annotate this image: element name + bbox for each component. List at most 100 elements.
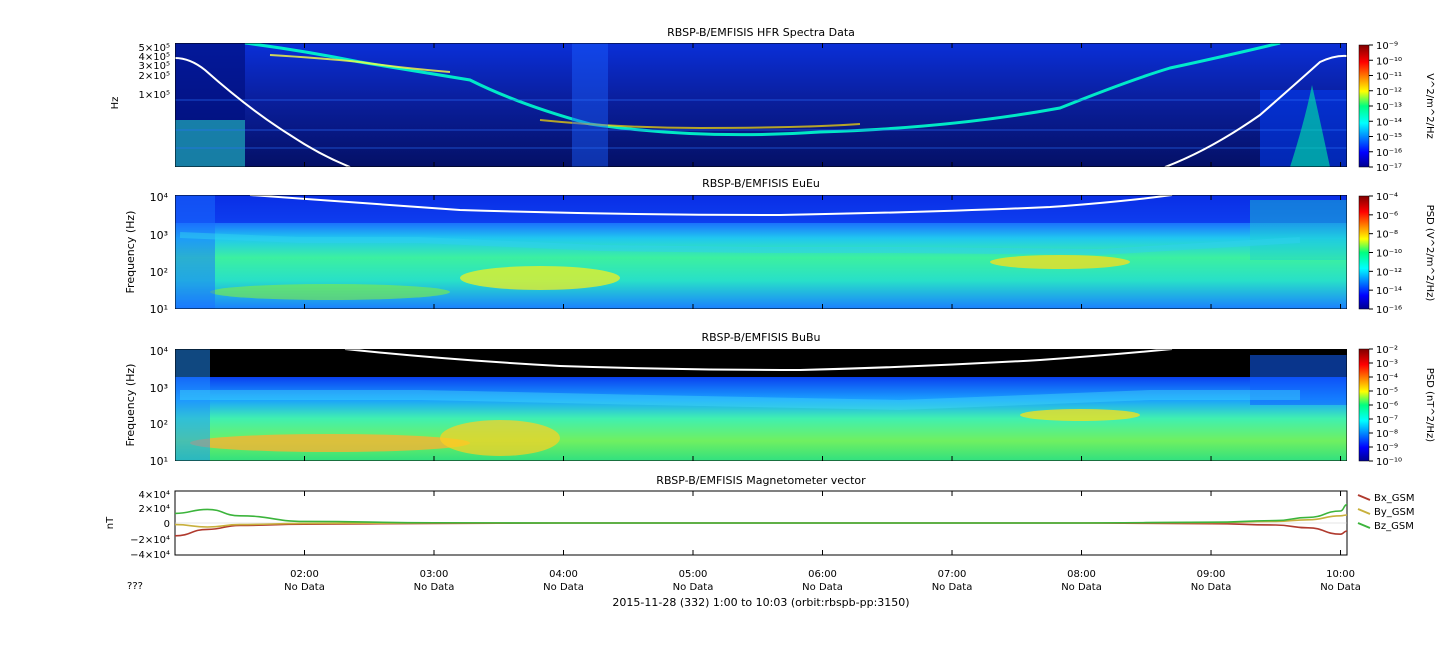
colorbar-tick-label: 10⁻¹² (1376, 267, 1402, 278)
x-tick-sublabel: No Data (1061, 582, 1102, 593)
eueu-cbar-label: PSD (V^2/m^2/Hz) (1424, 205, 1435, 302)
eueu-title: RBSP-B/EMFISIS EuEu (702, 177, 820, 190)
eueu-y-axis: 10⁴ 10³ 10² 10¹ Frequency (Hz) (124, 191, 169, 316)
colorbar-tick-label: 10⁻¹⁶ (1376, 148, 1402, 159)
colorbar-tick-label: 10⁻⁷ (1376, 415, 1398, 426)
y-tick-label: 4×10⁴ (139, 490, 170, 501)
y-tick-label: 2×10⁴ (139, 504, 170, 515)
colorbar-tick-label: 10⁻¹⁰ (1376, 249, 1402, 260)
colorbar-gradient (1358, 44, 1370, 168)
y-tick-label: 10² (150, 266, 168, 279)
hfr-ylabel: Hz (110, 97, 121, 110)
colorbar-tick-label: 10⁻⁴ (1376, 373, 1398, 384)
legend-label: Bz_GSM (1374, 521, 1414, 532)
colorbar-tick-label: 10⁻⁹ (1376, 443, 1398, 454)
hfr-panel: RBSP-B/EMFISIS HFR Spectra Data 5×10⁵ 4×… (110, 26, 1435, 174)
eueu-ylabel: Frequency (Hz) (124, 211, 137, 294)
bubu-title: RBSP-B/EMFISIS BuBu (702, 331, 821, 344)
y-tick-label: −2×10⁴ (130, 535, 170, 546)
y-tick-label: 0 (164, 519, 170, 530)
colorbar-tick-label: 10⁻⁸ (1376, 230, 1398, 241)
bubu-cbar-label: PSD (nT^2/Hz) (1424, 368, 1435, 442)
bubu-colorbar: 10⁻² 10⁻³ 10⁻⁴ 10⁻⁵ 10⁻⁶ 10⁻⁷ 10⁻⁸ 10⁻⁹ 10⁻¹⁰ PS… (1358, 345, 1435, 468)
x-tick-sublabel: No Data (932, 582, 973, 593)
colorbar-tick-label: 10⁻¹¹ (1376, 72, 1402, 83)
eueu-colorbar: 10⁻⁴ 10⁻⁶ 10⁻⁸ 10⁻¹⁰ 10⁻¹² 10⁻¹⁴ 10⁻¹⁶ PSD (V^… (1358, 192, 1435, 316)
x-tick-label: 07:00 (938, 569, 967, 580)
y-tick-label: 10¹ (150, 303, 168, 316)
y-tick-label: 10⁴ (150, 191, 169, 204)
colorbar-tick-label: 10⁻¹⁰ (1376, 56, 1402, 67)
colorbar-tick-label: 10⁻¹³ (1376, 102, 1402, 113)
series-line-bz_gsm (174, 503, 1348, 524)
colorbar-tick-label: 10⁻¹⁴ (1376, 286, 1402, 297)
legend-label: By_GSM (1374, 507, 1415, 518)
colorbar-tick-label: 10⁻¹⁵ (1376, 133, 1402, 144)
x-tick-label: 09:00 (1197, 569, 1226, 580)
colorbar-gradient (1358, 195, 1370, 310)
mag-y-axis: 4×10⁴ 2×10⁴ 0 −2×10⁴ −4×10⁴ nT (105, 490, 170, 561)
hfr-spectrogram (175, 43, 1347, 167)
y-tick-label: 10³ (150, 382, 168, 395)
y-tick-label: 2×10⁵ (139, 71, 170, 82)
eueu-panel: RBSP-B/EMFISIS EuEu 10⁴ 10³ 10² 10¹ Freq… (124, 177, 1435, 316)
colorbar-tick-label: 10⁻¹⁴ (1376, 117, 1402, 128)
mag-legend: Bx_GSM By_GSM Bz_GSM (1357, 493, 1415, 532)
y-tick-label: 1×10⁵ (139, 90, 170, 101)
eueu-spectrogram (175, 195, 1347, 309)
bubu-ylabel: Frequency (Hz) (124, 364, 137, 447)
time-axis: 02:00 No Data 03:00 No Data 04:00 No Data 05:0… (284, 43, 1361, 593)
x-tick-sublabel: No Data (543, 582, 584, 593)
colorbar-tick-label: 10⁻² (1376, 345, 1398, 356)
x-tick-label: 10:00 (1326, 569, 1355, 580)
colorbar-gradient (1358, 348, 1370, 462)
legend-swatch (1357, 494, 1371, 501)
x-tick-sublabel: No Data (1191, 582, 1232, 593)
colorbar-tick-label: 10⁻¹² (1376, 87, 1402, 98)
x-tick-sublabel: No Data (414, 582, 455, 593)
bubu-spectrogram (175, 349, 1347, 461)
y-tick-label: 5×10⁵ (139, 43, 170, 54)
x-row-label: ??? (127, 581, 143, 592)
x-tick-label: 04:00 (549, 569, 578, 580)
x-tick-sublabel: No Data (673, 582, 714, 593)
hfr-colorbar: 10⁻⁹ 10⁻¹⁰ 10⁻¹¹ 10⁻¹² 10⁻¹³ 10⁻¹⁴ 10⁻¹⁵ 10⁻¹⁶ 1… (1358, 41, 1435, 174)
y-tick-label: 4×10⁵ (139, 52, 170, 63)
colorbar-tick-label: 10⁻¹⁶ (1376, 305, 1402, 316)
legend-swatch (1357, 508, 1371, 515)
mag-panel: RBSP-B/EMFISIS Magnetometer vector 4×10⁴… (105, 474, 1415, 561)
y-tick-label: 10⁴ (150, 345, 169, 358)
x-tick-sublabel: No Data (284, 582, 325, 593)
colorbar-tick-label: 10⁻⁵ (1376, 387, 1398, 398)
colorbar-tick-label: 10⁻⁸ (1376, 429, 1398, 440)
x-tick-label: 02:00 (290, 569, 319, 580)
hfr-y-axis: 5×10⁵ 4×10⁵ 3×10⁵ 2×10⁵ 1×10⁵ Hz (110, 43, 170, 109)
y-tick-label: −4×10⁴ (130, 550, 170, 561)
hfr-cbar-label: V^2/m^2/Hz (1424, 73, 1435, 139)
colorbar-tick-label: 10⁻¹⁷ (1376, 163, 1402, 174)
colorbar-tick-label: 10⁻⁶ (1376, 211, 1398, 222)
x-tick-sublabel: No Data (802, 582, 843, 593)
colorbar-tick-label: 10⁻¹⁰ (1376, 457, 1402, 468)
mag-title: RBSP-B/EMFISIS Magnetometer vector (656, 474, 866, 487)
bubu-panel: RBSP-B/EMFISIS BuBu 10⁴ 10³ 10² 10¹ Freq… (124, 331, 1435, 468)
colorbar-tick-label: 10⁻⁶ (1376, 401, 1398, 412)
mag-series-group (174, 503, 1348, 537)
y-tick-label: 10¹ (150, 455, 168, 468)
colorbar-tick-label: 10⁻³ (1376, 359, 1398, 370)
y-tick-label: 10² (150, 418, 168, 431)
x-tick-sublabel: No Data (1320, 582, 1361, 593)
mag-ylabel: nT (105, 516, 116, 529)
x-tick-label: 06:00 (808, 569, 837, 580)
x-tick-label: 03:00 (420, 569, 449, 580)
y-tick-label: 3×10⁵ (139, 61, 170, 72)
legend-label: Bx_GSM (1374, 493, 1415, 504)
x-tick-label: 08:00 (1067, 569, 1096, 580)
hfr-title: RBSP-B/EMFISIS HFR Spectra Data (667, 26, 855, 39)
colorbar-tick-label: 10⁻⁴ (1376, 192, 1398, 203)
legend-swatch (1357, 522, 1371, 529)
footer-caption: 2015-11-28 (332) 1:00 to 10:03 (orbit:rb… (612, 596, 909, 609)
y-tick-label: 10³ (150, 229, 168, 242)
x-tick-label: 05:00 (679, 569, 708, 580)
